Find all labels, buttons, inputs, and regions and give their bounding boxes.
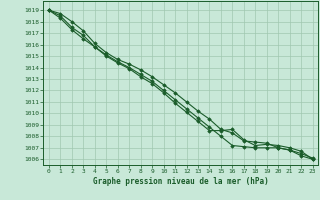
X-axis label: Graphe pression niveau de la mer (hPa): Graphe pression niveau de la mer (hPa) (93, 177, 269, 186)
